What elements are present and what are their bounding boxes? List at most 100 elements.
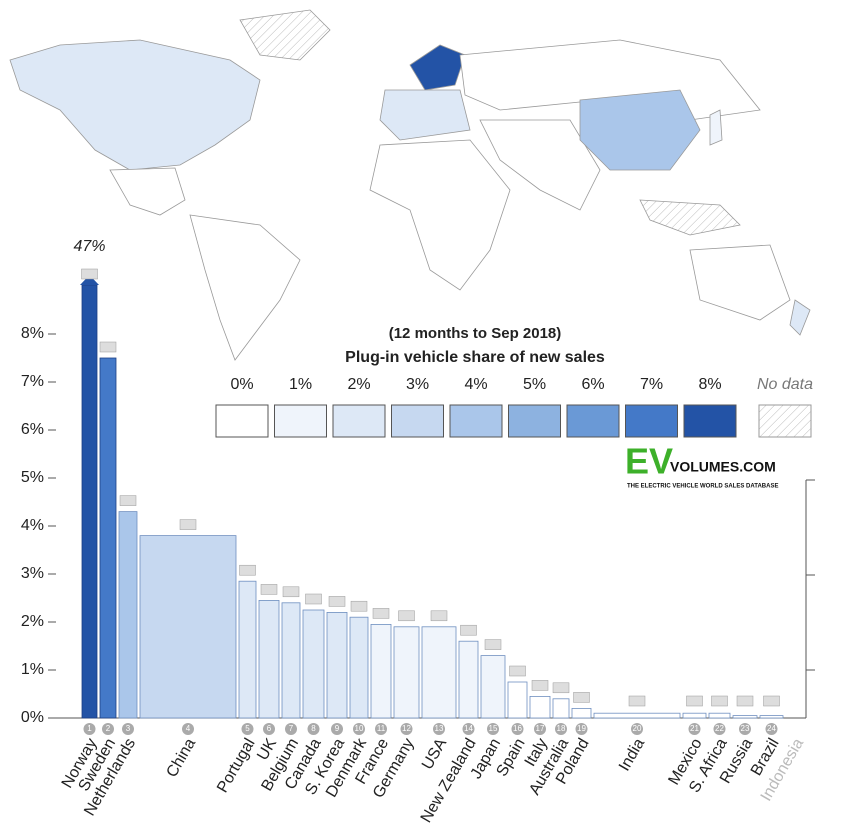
legend-label: 7% <box>640 376 663 393</box>
legend-swatch <box>625 404 678 438</box>
scandinavia <box>409 44 466 91</box>
legend-swatch <box>683 404 737 438</box>
y-tick-label: 2% <box>21 613 44 630</box>
flag <box>628 695 646 707</box>
bar <box>759 715 784 719</box>
north-america <box>9 39 261 171</box>
logo-name: VOLUMES.COM <box>670 459 776 475</box>
south-america <box>189 214 301 361</box>
flag <box>282 586 300 598</box>
number-badge <box>122 723 134 735</box>
flag <box>552 682 570 694</box>
bar-number: 16 <box>513 724 522 733</box>
bar <box>507 681 528 719</box>
y-tick-label: 0% <box>21 709 44 726</box>
bar <box>732 715 758 719</box>
flag <box>711 695 728 707</box>
japan <box>709 109 723 146</box>
legend-label: 4% <box>464 376 487 393</box>
bar <box>238 580 257 719</box>
legend-label: 0% <box>230 376 253 393</box>
number-badge <box>555 723 567 735</box>
bar-number: 18 <box>557 724 566 733</box>
flag <box>372 608 390 619</box>
bar <box>571 708 592 719</box>
bar-number: 8 <box>311 724 316 733</box>
flag <box>686 695 703 707</box>
legend-label: 3% <box>406 376 429 393</box>
bar-number: 7 <box>289 724 294 733</box>
legend-swatch <box>332 404 386 438</box>
bar-number: 23 <box>741 724 750 733</box>
value-label: 47% <box>73 238 105 255</box>
flag <box>763 695 780 707</box>
flag <box>460 624 477 636</box>
number-badge <box>263 723 275 735</box>
y-tick-label: 6% <box>21 421 44 438</box>
number-badge <box>433 723 445 735</box>
legend-swatch <box>274 404 327 438</box>
number-badge <box>534 723 546 735</box>
logo-ev: EV <box>625 441 673 482</box>
flag <box>305 593 322 605</box>
bar-number: 1 <box>87 724 92 733</box>
number-badge <box>331 723 343 735</box>
y-tick-label: 8% <box>21 325 44 342</box>
number-badge <box>285 723 297 735</box>
flag <box>484 639 502 650</box>
indonesia <box>639 199 741 236</box>
x-tick-label: China <box>163 736 199 781</box>
flag <box>430 610 448 622</box>
bar-number: 12 <box>402 724 411 733</box>
number-badge <box>375 723 387 735</box>
y-tick-label: 5% <box>21 469 44 486</box>
subtitle: (12 months to Sep 2018) <box>389 325 562 342</box>
bar <box>421 626 457 719</box>
x-tick-label: India <box>616 736 648 775</box>
greenland <box>239 9 331 61</box>
bar <box>281 602 301 719</box>
bar-number: 2 <box>106 724 111 733</box>
bar <box>81 284 98 719</box>
bar-number: 20 <box>633 724 642 733</box>
bar-number: 13 <box>435 724 444 733</box>
legend-swatch <box>566 404 620 438</box>
bar-number: 5 <box>245 724 250 733</box>
legend-label: 1% <box>289 376 312 393</box>
bar <box>682 712 707 719</box>
number-badge <box>487 723 499 735</box>
bar-number: 24 <box>767 724 776 733</box>
bar <box>480 655 506 719</box>
number-badge <box>575 723 588 735</box>
number-badge <box>631 723 643 735</box>
flag <box>239 564 256 576</box>
y-tick-label: 7% <box>21 373 44 390</box>
number-badge <box>400 723 413 735</box>
bar-number: 14 <box>464 724 473 733</box>
bar-number: 21 <box>690 724 699 733</box>
legend-label: 2% <box>347 376 370 393</box>
europe <box>379 89 471 141</box>
x-tick-label: USA <box>419 735 450 772</box>
legend-label: 6% <box>581 376 604 393</box>
bar-number: 10 <box>355 724 364 733</box>
bar <box>99 357 117 719</box>
flag <box>81 268 98 280</box>
bar <box>139 535 237 719</box>
bar <box>708 712 731 719</box>
legend-swatch <box>215 404 269 438</box>
legend-label: 5% <box>523 376 546 393</box>
title: Plug-in vehicle share of new sales <box>345 349 605 366</box>
legend-swatch-nodata <box>758 404 812 438</box>
middle-east-india <box>479 119 601 211</box>
flag <box>179 519 197 530</box>
number-badge <box>182 723 194 735</box>
flag <box>573 692 590 703</box>
bar <box>529 696 551 719</box>
legend-swatch <box>449 404 503 438</box>
legend-swatch <box>508 404 561 438</box>
number-badge <box>241 723 254 735</box>
number-badge <box>765 723 778 735</box>
number-badge <box>739 723 751 735</box>
bar <box>393 626 420 719</box>
